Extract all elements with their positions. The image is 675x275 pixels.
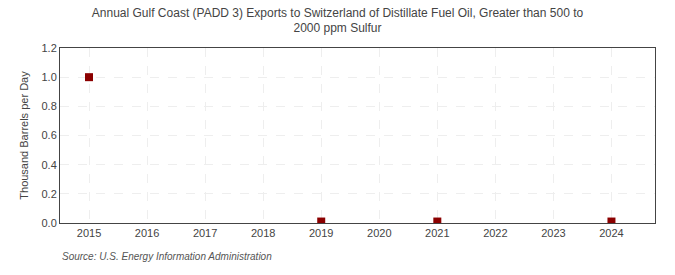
svg-text:2024: 2024 (599, 227, 623, 239)
svg-text:Annual Gulf Coast (PADD 3) Exp: Annual Gulf Coast (PADD 3) Exports to Sw… (92, 6, 584, 36)
svg-text:1.2: 1.2 (42, 42, 57, 54)
svg-text:0.0: 0.0 (42, 217, 57, 229)
svg-text:2016: 2016 (135, 227, 159, 239)
svg-text:2017: 2017 (193, 227, 217, 239)
svg-text:Source: U.S. Energy Informatio: Source: U.S. Energy Information Administ… (62, 251, 272, 262)
svg-text:2018: 2018 (251, 227, 275, 239)
svg-text:2020: 2020 (367, 227, 391, 239)
svg-text:0.2: 0.2 (42, 188, 57, 200)
svg-text:2015: 2015 (77, 227, 101, 239)
svg-text:2023: 2023 (541, 227, 565, 239)
svg-text:Thousand Barrels per Day: Thousand Barrels per Day (18, 71, 30, 200)
svg-text:2021: 2021 (425, 227, 449, 239)
svg-text:2019: 2019 (309, 227, 333, 239)
svg-text:1.0: 1.0 (42, 71, 57, 83)
svg-text:2022: 2022 (483, 227, 507, 239)
svg-text:0.4: 0.4 (42, 159, 57, 171)
svg-text:0.6: 0.6 (42, 129, 57, 141)
svg-text:0.8: 0.8 (42, 100, 57, 112)
